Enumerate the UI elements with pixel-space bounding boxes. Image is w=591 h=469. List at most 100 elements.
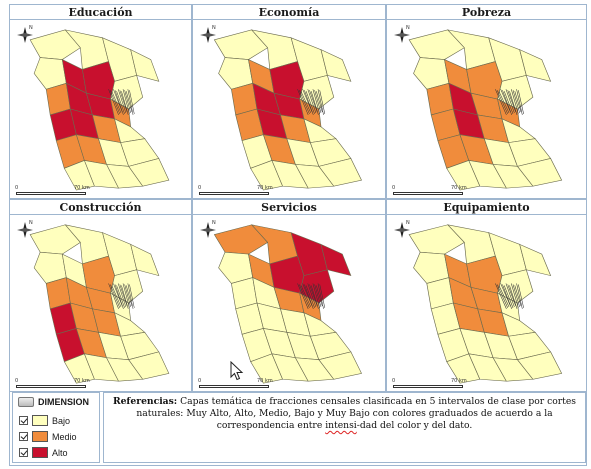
scale-zero-label: 0 <box>392 378 396 384</box>
urban-core-line <box>505 89 515 114</box>
census-fraction <box>519 49 552 82</box>
urban-core-line <box>127 89 134 115</box>
urban-core-line <box>500 283 511 307</box>
map-area-equipamiento: N 0 70 km <box>387 214 586 391</box>
map-panel-economia: Economía N 0 70 km <box>192 4 386 199</box>
panel-title-construccion: Construcción <box>59 201 142 214</box>
urban-core-line <box>316 285 323 306</box>
urban-core-line <box>502 284 512 309</box>
legend-item-medio[interactable]: Medio <box>19 431 77 442</box>
panel-title-equipamiento: Equipamiento <box>443 201 530 214</box>
urban-core-line <box>495 89 507 116</box>
legend-label-bajo: Bajo <box>52 415 71 426</box>
census-fraction <box>128 351 170 380</box>
map-area-economia: N 0 70 km <box>193 19 385 198</box>
census-fraction <box>318 158 362 187</box>
urban-core-line <box>314 90 322 114</box>
census-fraction <box>516 158 563 187</box>
urban-core-line <box>514 285 522 306</box>
urban-core-line <box>507 284 516 307</box>
urban-core-line <box>121 285 129 309</box>
urban-core-line <box>317 283 324 309</box>
references-note: Referencias: Capas temática de fraccione… <box>103 392 586 463</box>
census-fraction <box>213 29 269 60</box>
scale-bar: 0 70 km <box>198 378 279 388</box>
census-fraction <box>320 49 352 82</box>
urban-core-line <box>502 90 512 116</box>
urban-core-line <box>518 90 524 114</box>
legend-title: DIMENSION <box>38 397 90 407</box>
references-text: Capas temática de fracciones censales cl… <box>136 396 577 431</box>
scale-bar-line <box>199 385 269 388</box>
urban-core-line <box>129 284 135 308</box>
urban-core-line <box>498 285 510 308</box>
checkbox-alto[interactable] <box>19 448 28 457</box>
urban-core-line <box>108 283 119 309</box>
urban-core-line <box>125 285 133 306</box>
urban-core-line <box>310 91 319 116</box>
census-fraction <box>408 224 465 255</box>
legend-label-alto: Alto <box>52 447 68 458</box>
map-area-educacion: N 0 70 km <box>10 19 191 198</box>
urban-core-line <box>503 285 514 308</box>
north-label: N <box>29 220 33 226</box>
urban-core-line <box>113 283 123 307</box>
urban-core-line <box>319 90 326 114</box>
urban-core-line <box>500 89 511 113</box>
legend-label-medio: Medio <box>52 431 77 442</box>
legend-item-bajo[interactable]: Bajo <box>19 415 70 426</box>
urban-core-line <box>117 89 127 114</box>
urban-core-line <box>122 89 130 115</box>
panel-title-economia: Economía <box>258 6 320 19</box>
urban-core-line <box>495 283 507 309</box>
urban-core-line <box>305 285 315 308</box>
checkbox-bajo[interactable] <box>19 416 28 425</box>
urban-core-line <box>512 284 520 307</box>
choropleth-map-economia <box>213 29 362 191</box>
urban-core-line <box>300 91 312 114</box>
urban-core-line <box>298 90 310 115</box>
urban-core-line <box>297 283 309 309</box>
census-fraction <box>29 224 81 255</box>
urban-core-line <box>307 89 317 114</box>
urban-core-line <box>116 285 125 308</box>
urban-core-line <box>117 283 127 307</box>
census-fraction <box>130 49 160 82</box>
census-fraction <box>519 243 552 277</box>
map-panel-educacion: Educación N 0 70 km <box>9 4 192 199</box>
legend-item-alto[interactable]: Alto <box>19 447 68 458</box>
urban-core-line <box>304 90 314 116</box>
urban-core-line <box>496 284 508 308</box>
census-fraction <box>320 243 352 277</box>
urban-core-line <box>121 91 129 116</box>
scale-max-label: 70 km <box>74 185 90 191</box>
map-area-pobreza: N 0 70 km <box>387 19 586 198</box>
urban-core-line <box>302 283 313 307</box>
scale-bar-line <box>393 192 463 195</box>
urban-core-line <box>509 91 518 116</box>
urban-core-line <box>119 90 128 113</box>
mouse-cursor-icon <box>230 361 244 381</box>
urban-core-line <box>509 285 518 309</box>
urban-core-line <box>503 91 514 115</box>
urban-core-line <box>507 90 516 113</box>
north-arrow-icon: N <box>199 220 217 239</box>
swatch-bajo <box>32 415 48 426</box>
swatch-alto <box>32 447 48 458</box>
scale-zero-label: 0 <box>15 185 19 191</box>
scale-zero-label: 0 <box>198 378 202 384</box>
scale-zero-label: 0 <box>198 185 202 191</box>
scale-bar-line <box>199 192 269 195</box>
map-panel-pobreza: Pobreza N 0 70 km <box>386 4 587 199</box>
legend-header[interactable]: DIMENSION <box>18 397 89 407</box>
census-fraction <box>408 29 465 60</box>
north-label: N <box>406 220 410 226</box>
north-arrow-icon: N <box>16 220 34 239</box>
urban-core-line <box>496 90 508 115</box>
urban-core-line <box>109 90 121 115</box>
urban-core-line <box>124 90 131 114</box>
urban-core-line <box>304 284 314 309</box>
north-arrow-icon: N <box>393 25 411 44</box>
north-arrow-icon: N <box>16 25 34 44</box>
checkbox-medio[interactable] <box>19 432 28 441</box>
